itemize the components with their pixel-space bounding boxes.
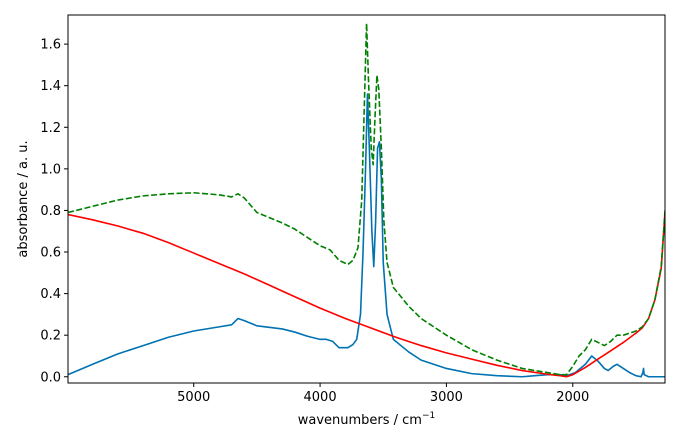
x-tick-label: 4000 — [304, 390, 337, 405]
x-axis-label-text: wavenumbers / cm — [298, 413, 422, 428]
x-axis-label-superscript: −1 — [422, 411, 435, 421]
series-line-2 — [68, 212, 665, 378]
y-axis-ticks: 0.0 0.2 0.4 0.6 0.8 1.0 1.2 1.4 1.6 — [40, 38, 68, 385]
y-tick-label: 0.4 — [40, 287, 61, 302]
y-tick-label: 1.4 — [40, 79, 61, 94]
series-line-3 — [68, 22, 665, 376]
series-line-1 — [68, 93, 665, 378]
y-tick-label: 1.0 — [40, 162, 61, 177]
x-axis-ticks: 5000 4000 3000 2000 — [177, 383, 589, 405]
y-tick-label: 0.0 — [40, 370, 61, 385]
plot-frame — [67, 14, 666, 384]
y-tick-label: 0.2 — [40, 329, 61, 344]
series-layer — [68, 22, 665, 378]
y-tick-label: 0.8 — [40, 204, 61, 219]
y-tick-label: 1.2 — [40, 121, 61, 136]
y-axis-label: absorbance / a. u. — [16, 140, 31, 257]
x-tick-label: 3000 — [430, 390, 463, 405]
x-axis-label: wavenumbers / cm−1 — [298, 411, 436, 428]
y-tick-label: 1.6 — [40, 38, 61, 53]
x-tick-label: 2000 — [556, 390, 589, 405]
y-tick-label: 0.6 — [40, 246, 61, 261]
x-tick-label: 5000 — [177, 390, 210, 405]
